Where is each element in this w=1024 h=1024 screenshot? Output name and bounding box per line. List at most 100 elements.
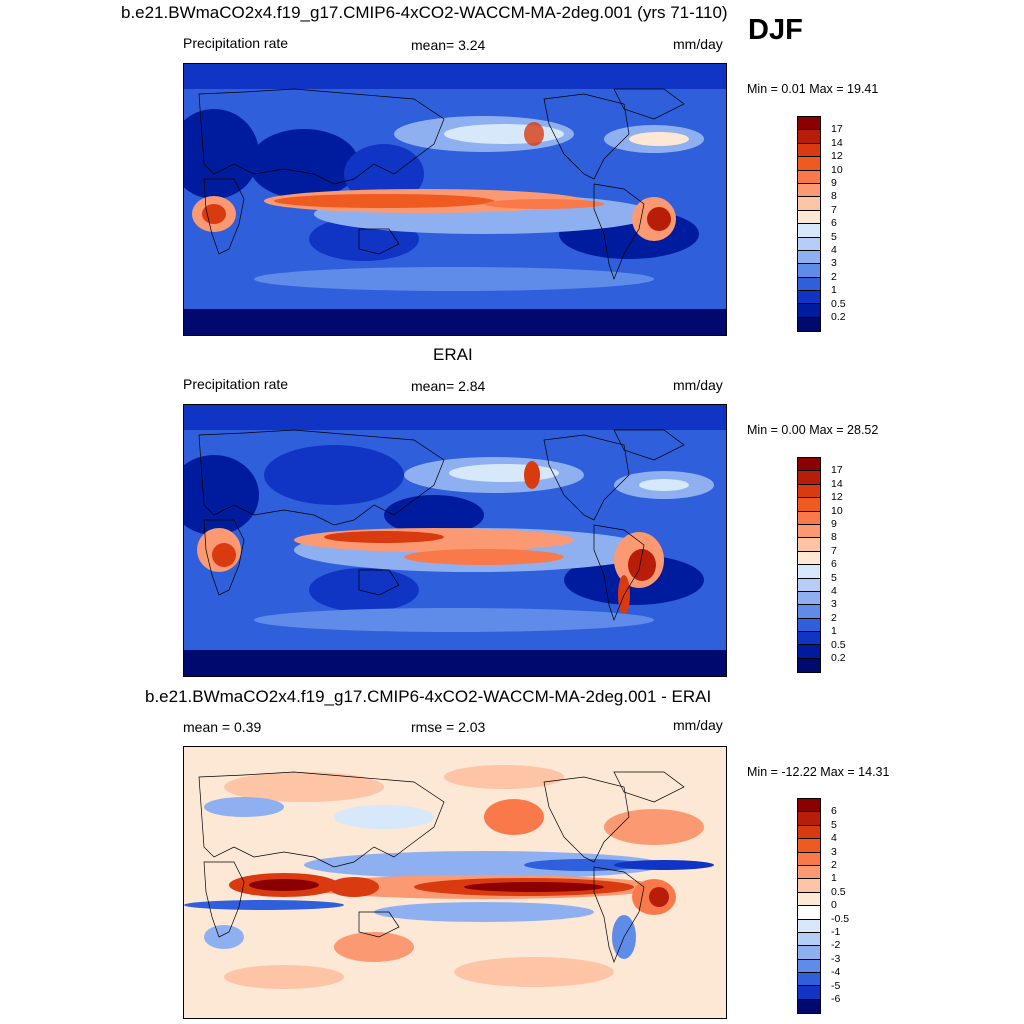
panel1-map bbox=[183, 63, 727, 336]
panel2-minmax: Min = 0.00 Max = 28.52 bbox=[747, 423, 879, 437]
panel1-minmax: Min = 0.01 Max = 19.41 bbox=[747, 82, 879, 96]
colorbar-label: 1 bbox=[831, 625, 837, 638]
colorbar-segment bbox=[798, 865, 820, 880]
panel3-minmax: Min = -12.22 Max = 14.31 bbox=[747, 765, 890, 779]
colorbar-segment bbox=[798, 250, 820, 265]
colorbar-label: 3 bbox=[831, 257, 837, 270]
panel2-units: mm/day bbox=[673, 377, 723, 393]
colorbar-segment bbox=[798, 291, 820, 305]
colorbar-label: 0.5 bbox=[831, 638, 846, 651]
colorbar-segment bbox=[798, 946, 820, 960]
panel3-title: b.e21.BWmaCO2x4.f19_g17.CMIP6-4xCO2-WACC… bbox=[145, 687, 712, 706]
colorbar-segment bbox=[798, 799, 820, 813]
colorbar-label: 1 bbox=[831, 872, 837, 885]
colorbar-label: 5 bbox=[831, 818, 837, 831]
colorbar-label: 6 bbox=[831, 558, 837, 571]
colorbar-segment bbox=[798, 183, 820, 198]
colorbar-segment bbox=[798, 157, 820, 171]
colorbar-segment bbox=[798, 524, 820, 539]
colorbar-label: -2 bbox=[831, 939, 841, 952]
colorbar-segment bbox=[798, 484, 820, 499]
colorbar-label: -0.5 bbox=[831, 912, 850, 925]
panel3-mean: mean = 0.39 bbox=[183, 719, 262, 735]
colorbar-segment bbox=[798, 264, 820, 278]
panel3-map bbox=[183, 746, 727, 1019]
colorbar-segment bbox=[798, 591, 820, 606]
colorbar-segment bbox=[798, 170, 820, 184]
colorbar-label: 3 bbox=[831, 598, 837, 611]
colorbar-label: 6 bbox=[831, 805, 837, 818]
colorbar-segment bbox=[798, 210, 820, 225]
panel1-title: b.e21.BWmaCO2x4.f19_g17.CMIP6-4xCO2-WACC… bbox=[121, 3, 728, 22]
colorbar-segment bbox=[798, 906, 820, 920]
colorbar-segment bbox=[798, 130, 820, 144]
colorbar-segment bbox=[798, 197, 820, 211]
colorbar-segment bbox=[798, 986, 820, 1000]
colorbar-segment bbox=[798, 277, 820, 292]
colorbar-segment bbox=[798, 498, 820, 512]
colorbar-label: -4 bbox=[831, 966, 841, 979]
colorbar-label: 5 bbox=[831, 571, 837, 584]
colorbar-segment bbox=[798, 538, 820, 552]
colorbar-segment bbox=[798, 658, 820, 673]
colorbar-label: 12 bbox=[831, 491, 843, 504]
colorbar-segment bbox=[798, 618, 820, 633]
panel2-left-label: Precipitation rate bbox=[183, 376, 289, 392]
colorbar-label: 17 bbox=[831, 123, 843, 136]
colorbar-label: 9 bbox=[831, 177, 837, 189]
colorbar-label: 10 bbox=[831, 163, 843, 176]
colorbar-label: 0.5 bbox=[831, 297, 846, 310]
colorbar-label: 0 bbox=[831, 899, 837, 912]
colorbar-label: -3 bbox=[831, 952, 841, 965]
panel1-left-label: Precipitation rate bbox=[183, 35, 289, 51]
colorbar-segment bbox=[798, 471, 820, 485]
colorbar-segment bbox=[798, 224, 820, 238]
colorbar-label: -5 bbox=[831, 979, 841, 992]
colorbar-segment bbox=[798, 565, 820, 579]
colorbar-label: 10 bbox=[831, 504, 843, 517]
colorbar-segment bbox=[798, 143, 820, 158]
colorbar-label: 4 bbox=[831, 244, 837, 256]
colorbar-label: 14 bbox=[831, 477, 843, 490]
colorbar-segment bbox=[798, 458, 820, 472]
colorbar-segment bbox=[798, 919, 820, 933]
colorbar-segment bbox=[798, 932, 820, 947]
colorbar-segment bbox=[798, 879, 820, 893]
colorbar-segment bbox=[798, 973, 820, 987]
colorbar-label: 17 bbox=[831, 464, 843, 477]
colorbar-segment bbox=[798, 959, 820, 974]
colorbar-label: 14 bbox=[831, 136, 843, 149]
colorbar-label: 0.2 bbox=[831, 311, 846, 323]
colorbar-segment bbox=[798, 304, 820, 318]
panel2-colorbar bbox=[797, 457, 821, 674]
colorbar-label: -6 bbox=[831, 993, 841, 1005]
colorbar-label: -1 bbox=[831, 926, 841, 938]
panel2-map bbox=[183, 404, 727, 677]
panel2-mean: mean= 2.84 bbox=[411, 378, 486, 394]
panel1-units: mm/day bbox=[673, 36, 723, 52]
colorbar-segment bbox=[798, 117, 820, 131]
colorbar-segment bbox=[798, 605, 820, 619]
colorbar-segment bbox=[798, 317, 820, 332]
colorbar-label: 5 bbox=[831, 230, 837, 243]
panel3-rmse: rmse = 2.03 bbox=[411, 719, 486, 735]
colorbar-segment bbox=[798, 551, 820, 566]
colorbar-segment bbox=[798, 511, 820, 525]
colorbar-label: 1 bbox=[831, 284, 837, 297]
panel1-field bbox=[184, 64, 726, 335]
colorbar-segment bbox=[798, 892, 820, 907]
season-label: DJF bbox=[748, 14, 803, 46]
colorbar-label: 7 bbox=[831, 203, 837, 216]
colorbar-label: 2 bbox=[831, 270, 837, 283]
panel2-title: ERAI bbox=[433, 345, 473, 364]
colorbar-segment bbox=[798, 812, 820, 826]
colorbar-segment bbox=[798, 852, 820, 866]
panel3-field bbox=[184, 747, 726, 1018]
colorbar-label: 6 bbox=[831, 217, 837, 230]
panel3-colorbar bbox=[797, 798, 821, 1015]
colorbar-label: 8 bbox=[831, 531, 837, 544]
panel1-mean: mean= 3.24 bbox=[411, 37, 486, 53]
colorbar-label: 8 bbox=[831, 190, 837, 203]
colorbar-label: 9 bbox=[831, 518, 837, 530]
colorbar-label: 2 bbox=[831, 859, 837, 871]
